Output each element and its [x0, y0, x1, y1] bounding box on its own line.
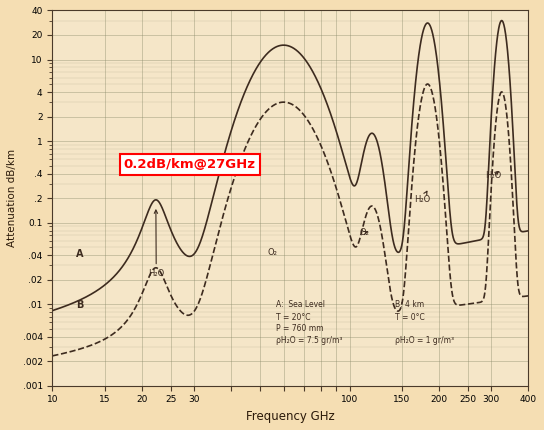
- A: [525, 228, 531, 233]
- A: [268, 47, 275, 52]
- B: [281, 100, 287, 105]
- Y-axis label: Attenuation dB/km: Attenuation dB/km: [7, 149, 17, 247]
- A: [498, 18, 505, 23]
- Text: ρH₂O = 1 gr/m³: ρH₂O = 1 gr/m³: [395, 335, 454, 344]
- A: [424, 21, 430, 26]
- B: [268, 104, 275, 110]
- B: [512, 237, 518, 243]
- A: [511, 163, 518, 168]
- Text: A:  Sea Level: A: Sea Level: [276, 300, 325, 309]
- Text: H₂O: H₂O: [148, 210, 164, 278]
- A: [281, 43, 287, 48]
- A: [512, 167, 518, 172]
- Text: O₂: O₂: [268, 248, 277, 257]
- B: [424, 81, 431, 86]
- A: [73, 299, 80, 304]
- Text: A: A: [76, 249, 83, 259]
- B: [73, 347, 80, 353]
- B: [49, 353, 55, 359]
- Text: P = 760 mm: P = 760 mm: [276, 324, 324, 333]
- A: [49, 308, 55, 313]
- Text: B: 4 km: B: 4 km: [395, 300, 424, 309]
- Text: H₂O: H₂O: [485, 171, 501, 180]
- Text: T = 20°C: T = 20°C: [276, 313, 311, 322]
- Line: A: A: [52, 21, 528, 310]
- Text: H₂O: H₂O: [414, 191, 430, 204]
- Text: O₂: O₂: [360, 228, 369, 237]
- Text: ρH₂O = 7.5 gr/m³: ρH₂O = 7.5 gr/m³: [276, 335, 343, 344]
- X-axis label: Frequency GHz: Frequency GHz: [246, 410, 335, 423]
- Line: B: B: [52, 84, 528, 356]
- Text: T = 0°C: T = 0°C: [395, 313, 425, 322]
- B: [525, 293, 531, 298]
- Text: B: B: [76, 300, 83, 310]
- B: [424, 82, 430, 87]
- Text: 0.2dB/km@27GHz: 0.2dB/km@27GHz: [124, 158, 256, 171]
- B: [511, 233, 518, 238]
